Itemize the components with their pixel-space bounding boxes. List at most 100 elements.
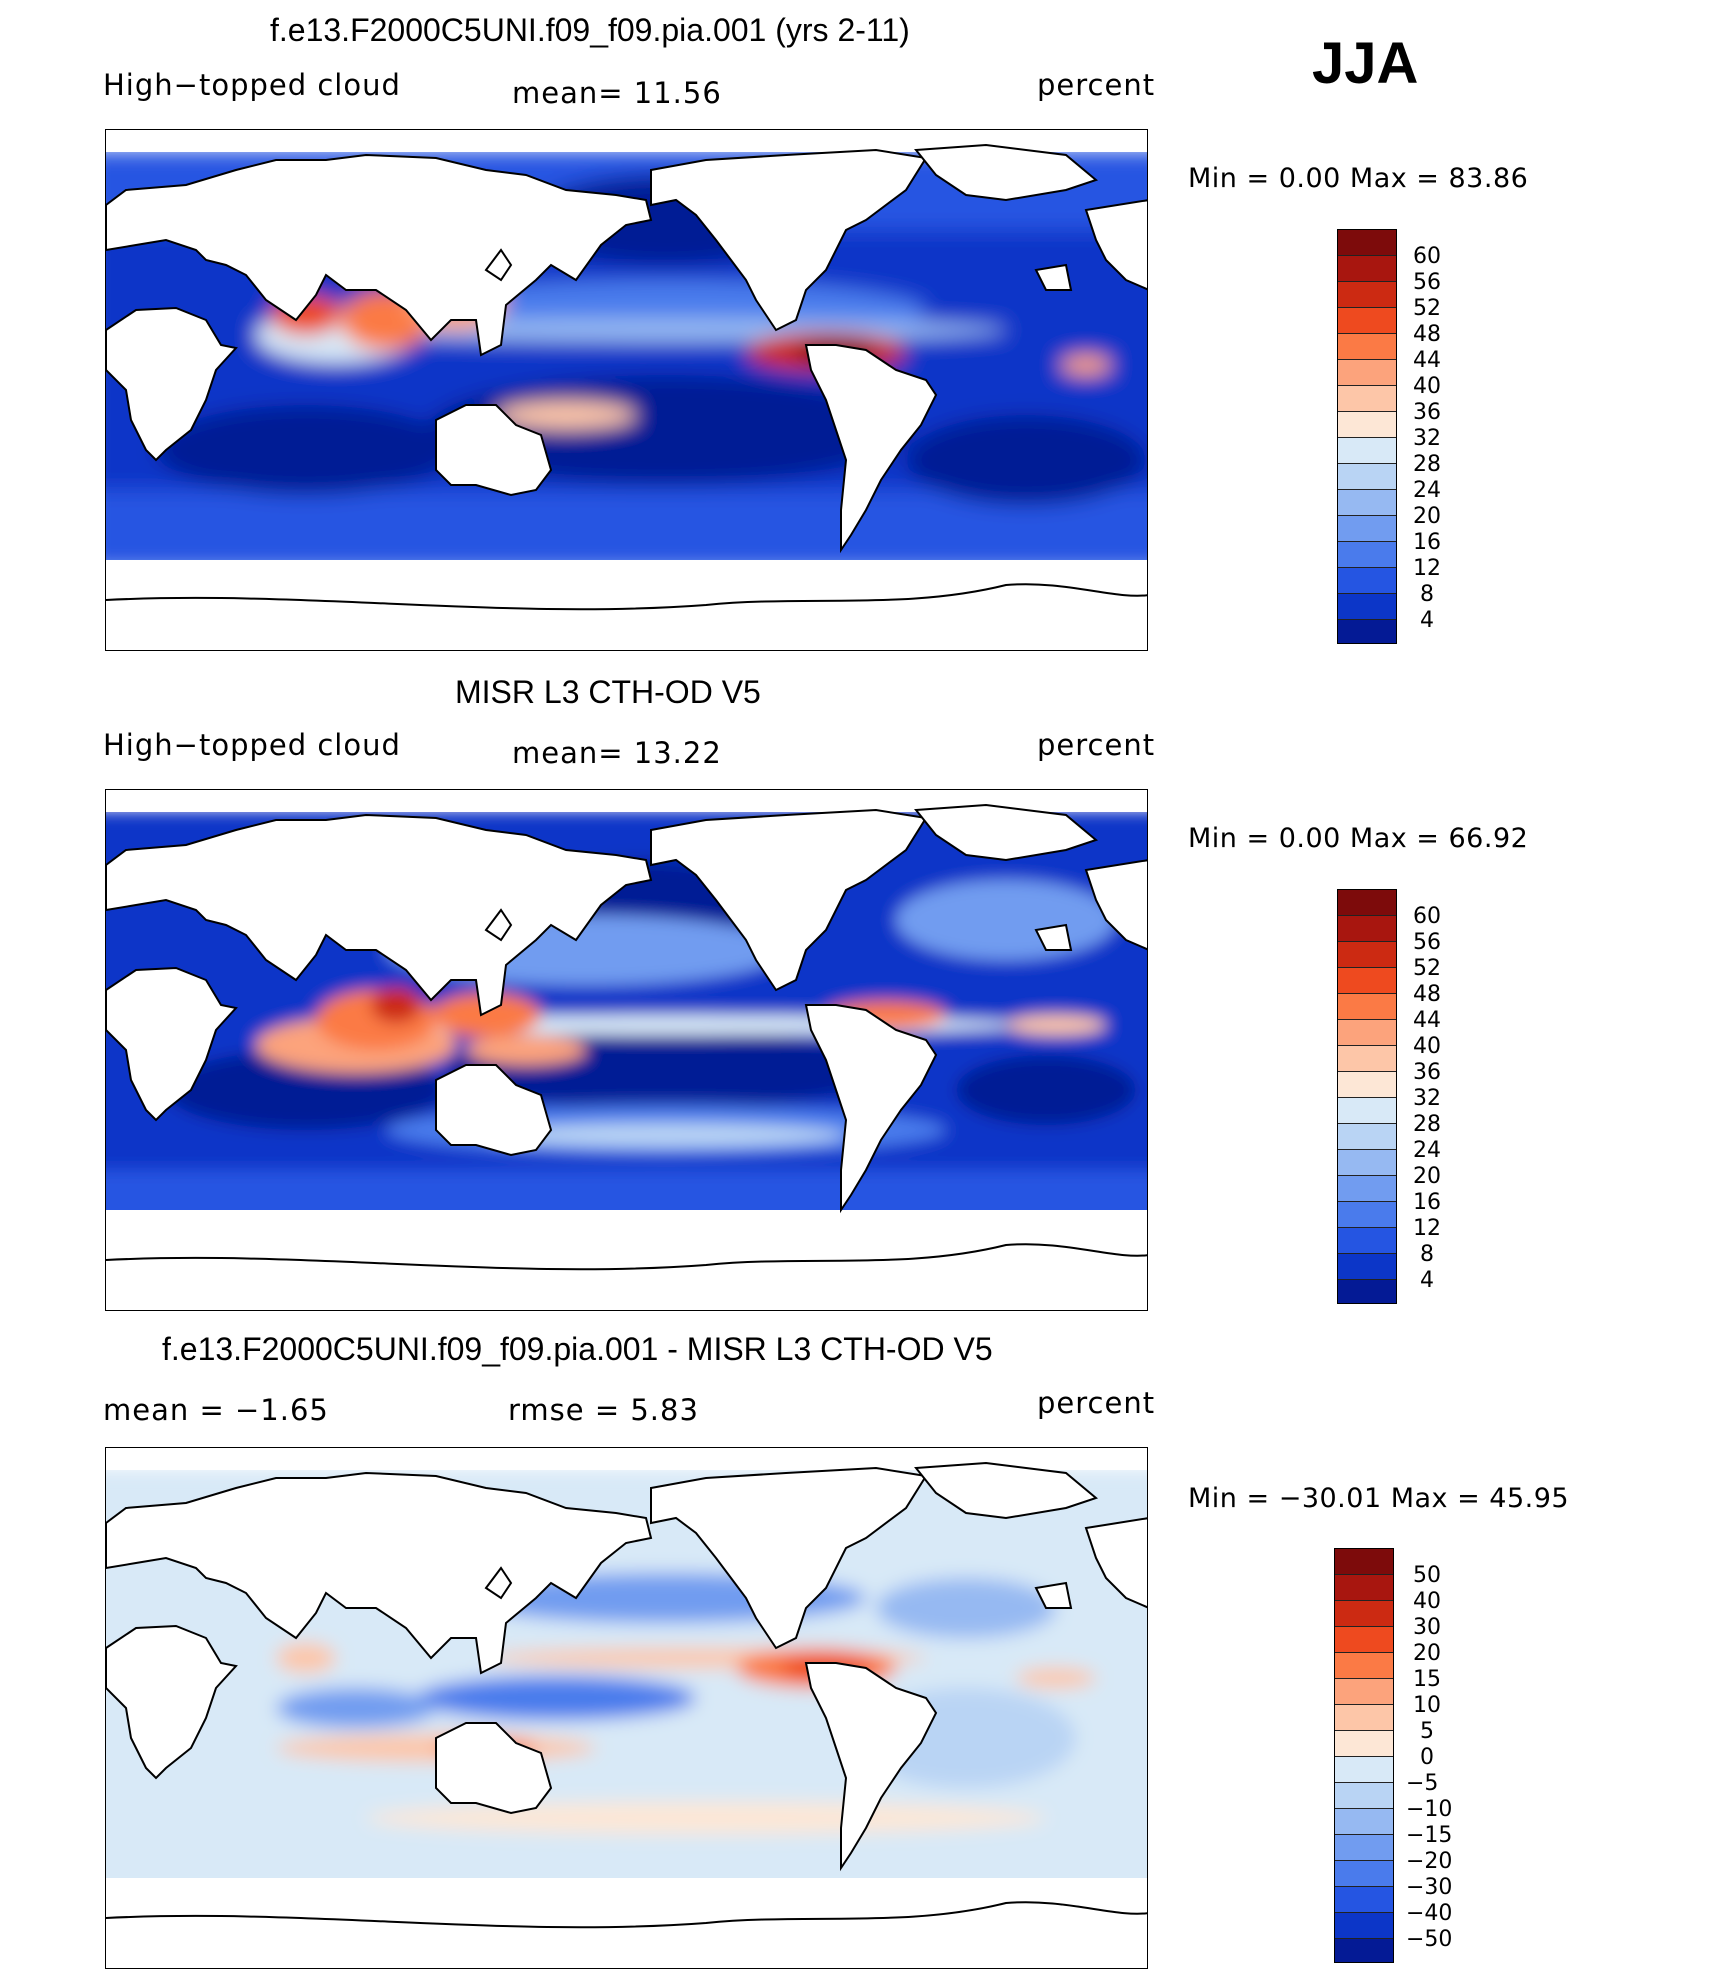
panel2-tick: 28 [1413, 1112, 1441, 1137]
panel2-tick: 36 [1413, 1060, 1441, 1085]
panel2-colorbar [1337, 889, 1397, 1304]
colorbar-swatch [1338, 620, 1396, 643]
colorbar-swatch [1338, 594, 1396, 620]
panel1-map [105, 129, 1148, 651]
panel2-tick: 52 [1413, 956, 1441, 981]
panel1-tick: 48 [1413, 322, 1441, 347]
colorbar-swatch [1335, 1783, 1393, 1809]
colorbar-swatch [1338, 230, 1396, 256]
colorbar-swatch [1338, 942, 1396, 968]
panel1-tick: 52 [1413, 296, 1441, 321]
panel1-tick: 44 [1413, 348, 1441, 373]
colorbar-swatch [1335, 1731, 1393, 1757]
colorbar-swatch [1335, 1705, 1393, 1731]
panel1-tick: 40 [1413, 374, 1441, 399]
panel2-title: MISR L3 CTH-OD V5 [455, 674, 761, 710]
colorbar-swatch [1335, 1601, 1393, 1627]
panel2-variable-label: High−topped cloud [103, 728, 401, 762]
colorbar-swatch [1338, 568, 1396, 594]
colorbar-swatch [1338, 1020, 1396, 1046]
panel3-tick: −20 [1406, 1849, 1453, 1874]
panel3-tick: 40 [1413, 1589, 1441, 1614]
panel2-tick: 48 [1413, 982, 1441, 1007]
colorbar-swatch [1338, 464, 1396, 490]
panel2-tick: 32 [1413, 1086, 1441, 1111]
colorbar-swatch [1338, 334, 1396, 360]
panel3-tick: −50 [1406, 1927, 1453, 1952]
panel2-tick: 16 [1413, 1190, 1441, 1215]
colorbar-swatch [1338, 1150, 1396, 1176]
colorbar-swatch [1338, 1124, 1396, 1150]
colorbar-swatch [1335, 1887, 1393, 1913]
colorbar-swatch [1335, 1653, 1393, 1679]
panel1-title: f.e13.F2000C5UNI.f09_f09.pia.001 (yrs 2-… [270, 12, 910, 48]
colorbar-swatch [1338, 438, 1396, 464]
panel3-tick: −15 [1406, 1823, 1453, 1848]
colorbar-swatch [1338, 1228, 1396, 1254]
colorbar-swatch [1335, 1679, 1393, 1705]
colorbar-swatch [1335, 1627, 1393, 1653]
colorbar-swatch [1338, 994, 1396, 1020]
colorbar-swatch [1335, 1757, 1393, 1783]
colorbar-swatch [1338, 1202, 1396, 1228]
colorbar-swatch [1338, 1046, 1396, 1072]
panel3-title: f.e13.F2000C5UNI.f09_f09.pia.001 - MISR … [162, 1331, 993, 1367]
panel1-tick: 16 [1413, 530, 1441, 555]
colorbar-swatch [1338, 256, 1396, 282]
panel1-tick: 4 [1420, 608, 1434, 633]
colorbar-swatch [1335, 1913, 1393, 1939]
panel1-units-label: percent [1037, 68, 1156, 102]
panel2-min-max: Min = 0.00 Max = 66.92 [1188, 823, 1529, 854]
panel3-tick: −30 [1406, 1875, 1453, 1900]
colorbar-swatch [1338, 412, 1396, 438]
panel3-tick: 30 [1413, 1615, 1441, 1640]
panel1-tick: 36 [1413, 400, 1441, 425]
panel2-mean-label: mean= 13.22 [512, 736, 722, 770]
colorbar-swatch [1335, 1549, 1393, 1575]
colorbar-swatch [1335, 1809, 1393, 1835]
panel1-tick: 8 [1420, 582, 1434, 607]
panel3-tick: 10 [1413, 1693, 1441, 1718]
panel3-tick: 20 [1413, 1641, 1441, 1666]
panel2-units-label: percent [1037, 728, 1156, 762]
panel3-tick: 15 [1413, 1667, 1441, 1692]
panel3-min-max: Min = −30.01 Max = 45.95 [1188, 1483, 1570, 1514]
panel1-tick: 12 [1413, 556, 1441, 581]
panel2-tick: 56 [1413, 930, 1441, 955]
colorbar-swatch [1338, 308, 1396, 334]
colorbar-swatch [1338, 516, 1396, 542]
panel1-tick: 28 [1413, 452, 1441, 477]
panel1-mean-label: mean= 11.56 [512, 76, 722, 110]
panel2-tick: 40 [1413, 1034, 1441, 1059]
colorbar-swatch [1338, 1072, 1396, 1098]
colorbar-swatch [1335, 1939, 1393, 1962]
colorbar-swatch [1335, 1835, 1393, 1861]
panel3-mean-label: mean = −1.65 [103, 1393, 329, 1427]
colorbar-swatch [1338, 1098, 1396, 1124]
colorbar-swatch [1338, 968, 1396, 994]
panel3-rmse-label: rmse = 5.83 [508, 1393, 699, 1427]
panel3-tick: −40 [1406, 1901, 1453, 1926]
panel3-map [105, 1447, 1148, 1969]
colorbar-swatch [1335, 1575, 1393, 1601]
colorbar-swatch [1338, 1254, 1396, 1280]
panel2-tick: 12 [1413, 1216, 1441, 1241]
colorbar-swatch [1338, 542, 1396, 568]
panel3-tick: 5 [1420, 1719, 1434, 1744]
panel1-tick: 32 [1413, 426, 1441, 451]
panel1-tick: 24 [1413, 478, 1441, 503]
colorbar-swatch [1338, 360, 1396, 386]
colorbar-swatch [1338, 1176, 1396, 1202]
season-label: JJA [1312, 31, 1419, 96]
panel2-tick: 4 [1420, 1268, 1434, 1293]
colorbar-swatch [1338, 386, 1396, 412]
panel1-colorbar [1337, 229, 1397, 644]
panel2-tick: 20 [1413, 1164, 1441, 1189]
panel1-variable-label: High−topped cloud [103, 68, 401, 102]
panel1-tick: 56 [1413, 270, 1441, 295]
panel3-tick: −10 [1406, 1797, 1453, 1822]
panel2-tick: 8 [1420, 1242, 1434, 1267]
panel3-tick: 0 [1420, 1745, 1434, 1770]
panel2-tick: 24 [1413, 1138, 1441, 1163]
panel2-tick: 60 [1413, 904, 1441, 929]
